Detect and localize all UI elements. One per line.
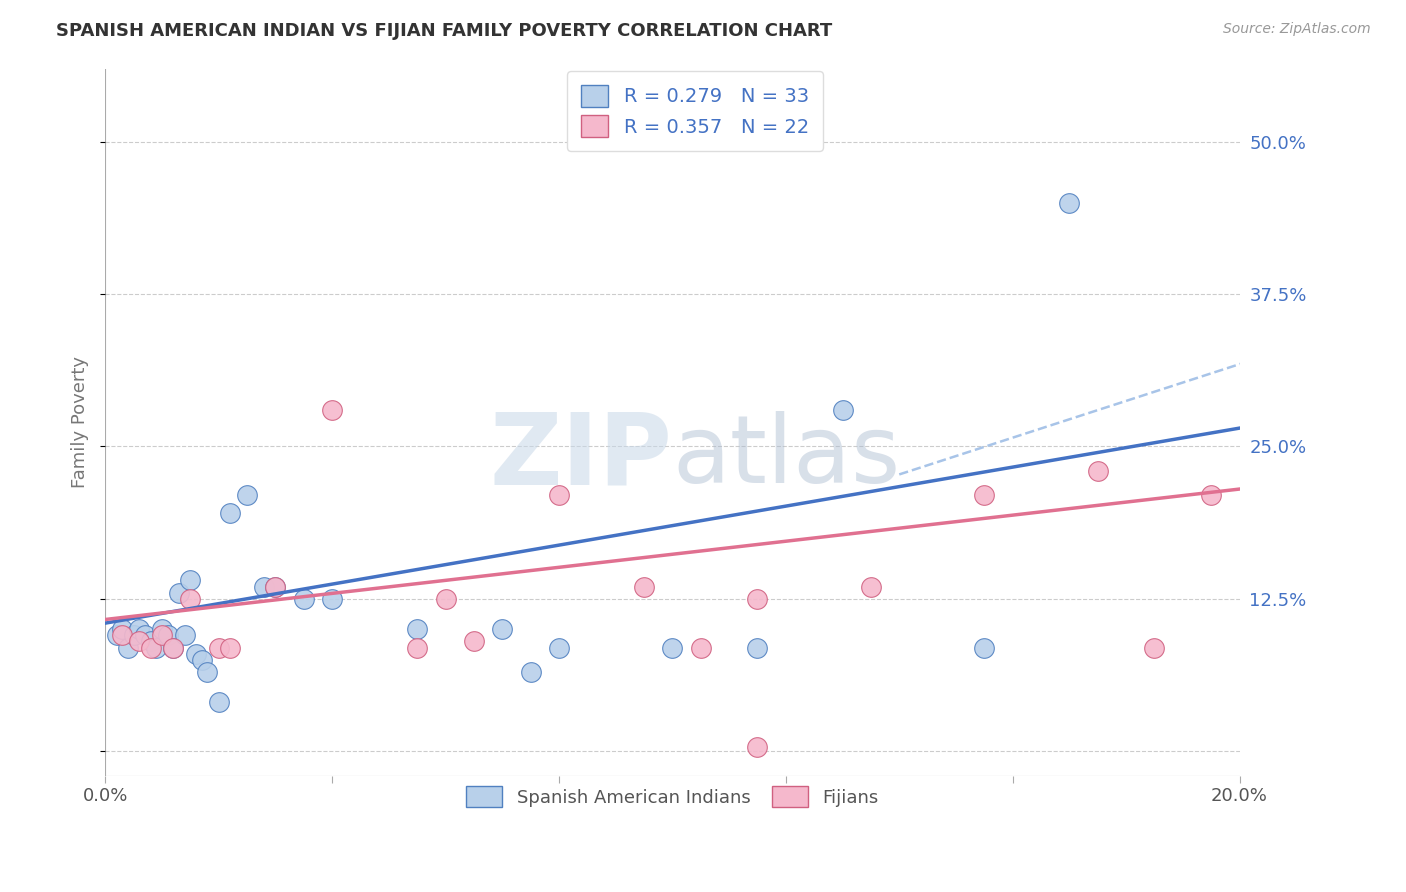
Point xyxy=(831,402,853,417)
Legend: Spanish American Indians, Fijians: Spanish American Indians, Fijians xyxy=(457,777,887,816)
Point xyxy=(548,488,571,502)
Point xyxy=(139,634,162,648)
Point xyxy=(434,591,457,606)
Point xyxy=(117,640,139,655)
Point xyxy=(1059,195,1081,210)
Point xyxy=(150,628,173,642)
Point xyxy=(167,585,190,599)
Point xyxy=(747,740,769,755)
Point xyxy=(1199,488,1222,502)
Y-axis label: Family Poverty: Family Poverty xyxy=(72,356,89,488)
Point xyxy=(156,628,179,642)
Point xyxy=(111,622,134,636)
Point xyxy=(145,640,167,655)
Point xyxy=(548,640,571,655)
Point xyxy=(463,634,485,648)
Text: SPANISH AMERICAN INDIAN VS FIJIAN FAMILY POVERTY CORRELATION CHART: SPANISH AMERICAN INDIAN VS FIJIAN FAMILY… xyxy=(56,22,832,40)
Point xyxy=(236,488,259,502)
Point xyxy=(292,591,315,606)
Point xyxy=(150,622,173,636)
Point xyxy=(661,640,683,655)
Point xyxy=(321,591,343,606)
Point xyxy=(208,640,231,655)
Point xyxy=(184,647,207,661)
Point xyxy=(219,640,242,655)
Point xyxy=(139,640,162,655)
Point xyxy=(1087,464,1109,478)
Point xyxy=(128,634,150,648)
Text: atlas: atlas xyxy=(672,411,901,503)
Point xyxy=(162,640,184,655)
Point xyxy=(973,488,995,502)
Point xyxy=(122,628,145,642)
Point xyxy=(105,628,128,642)
Point xyxy=(519,665,541,679)
Point xyxy=(219,507,242,521)
Point xyxy=(406,640,429,655)
Point xyxy=(208,695,231,709)
Text: Source: ZipAtlas.com: Source: ZipAtlas.com xyxy=(1223,22,1371,37)
Point xyxy=(491,622,513,636)
Point xyxy=(747,640,769,655)
Point xyxy=(689,640,711,655)
Point xyxy=(747,591,769,606)
Point xyxy=(1143,640,1166,655)
Point xyxy=(195,665,218,679)
Point xyxy=(134,628,156,642)
Point xyxy=(973,640,995,655)
Point xyxy=(162,640,184,655)
Point xyxy=(633,580,655,594)
Point xyxy=(859,580,882,594)
Point xyxy=(264,580,287,594)
Point xyxy=(179,574,201,588)
Point xyxy=(253,580,276,594)
Point xyxy=(321,402,343,417)
Point xyxy=(264,580,287,594)
Point xyxy=(179,591,201,606)
Point xyxy=(128,622,150,636)
Point xyxy=(173,628,195,642)
Point xyxy=(190,653,212,667)
Point xyxy=(111,628,134,642)
Point xyxy=(406,622,429,636)
Text: ZIP: ZIP xyxy=(489,409,672,506)
